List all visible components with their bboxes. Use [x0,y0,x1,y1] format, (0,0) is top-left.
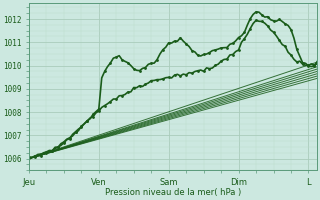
X-axis label: Pression niveau de la mer( hPa ): Pression niveau de la mer( hPa ) [105,188,241,197]
